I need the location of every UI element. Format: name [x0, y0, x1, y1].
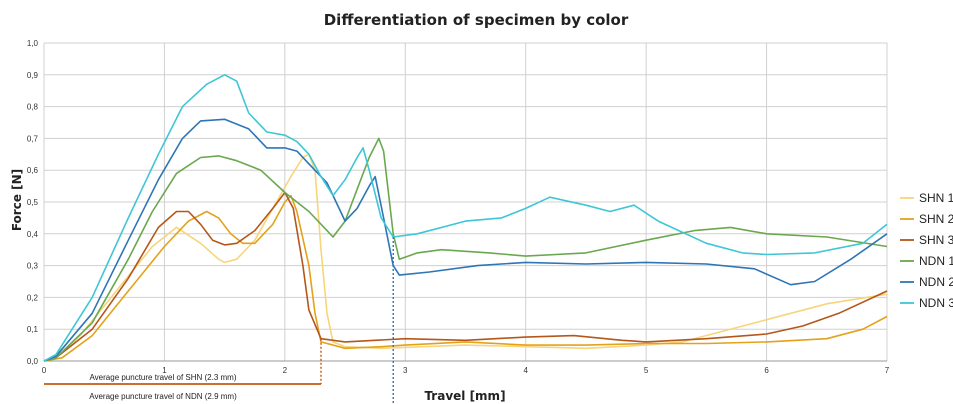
legend-label: SHN 3 — [919, 233, 953, 247]
legend-label: NDN 2 — [919, 275, 953, 289]
series-line-ndn-3 — [43, 74, 888, 362]
y-tick-label: 0,2 — [27, 293, 39, 302]
shn-annotation-label: Average puncture travel of SHN (2.3 mm) — [89, 373, 236, 382]
y-tick-label: 0,5 — [27, 198, 39, 207]
x-tick-label: 7 — [885, 366, 890, 375]
y-axis-title: Force [N] — [10, 169, 24, 231]
y-tick-label: 0,3 — [27, 262, 39, 271]
legend-label: SHN 2 — [919, 212, 953, 226]
x-tick-label: 0 — [42, 366, 47, 375]
x-tick-label: 5 — [644, 366, 649, 375]
series-lines — [43, 74, 888, 362]
y-tick-label: 0,8 — [27, 103, 39, 112]
legend-label: NDN 3 — [919, 296, 953, 310]
y-tick-labels: 0,0 0,1 0,2 0,3 0,4 0,5 0,6 0,7 0,8 0,9 1,0 — [27, 39, 39, 366]
chart-title: Differentiation of specimen by color — [324, 11, 629, 29]
x-tick-label: 4 — [523, 366, 528, 375]
grid — [43, 42, 888, 362]
x-tick-label: 1 — [162, 366, 167, 375]
ndn-annotation-label: Average puncture travel of NDN (2.9 mm) — [89, 392, 237, 401]
series-line-shn-1 — [43, 153, 888, 362]
x-tick-label: 2 — [283, 366, 288, 375]
y-tick-label: 0,7 — [27, 134, 39, 143]
series-line-ndn-1 — [43, 137, 888, 362]
series-line-shn-2 — [43, 194, 888, 362]
x-tick-label: 3 — [403, 366, 408, 375]
legend: SHN 1 SHN 2 SHN 3 NDN 1 NDN 2 NDN 3 — [900, 191, 953, 310]
y-tick-label: 0,9 — [27, 71, 39, 80]
x-axis-title: Travel [mm] — [424, 389, 505, 403]
y-tick-label: 0,6 — [27, 166, 39, 175]
series-line-ndn-2 — [43, 118, 888, 362]
x-tick-label: 6 — [764, 366, 769, 375]
legend-label: SHN 1 — [919, 191, 953, 205]
series-line-shn-3 — [43, 191, 888, 362]
x-tick-labels: 0 1 2 3 4 5 6 7 — [42, 366, 890, 375]
legend-label: NDN 1 — [919, 254, 953, 268]
y-tick-label: 1,0 — [27, 39, 39, 48]
annotations: Average puncture travel of SHN (2.3 mm) A… — [44, 236, 394, 404]
y-tick-label: 0,4 — [27, 230, 39, 239]
y-tick-label: 0,1 — [27, 325, 39, 334]
y-tick-label: 0,0 — [27, 357, 39, 366]
